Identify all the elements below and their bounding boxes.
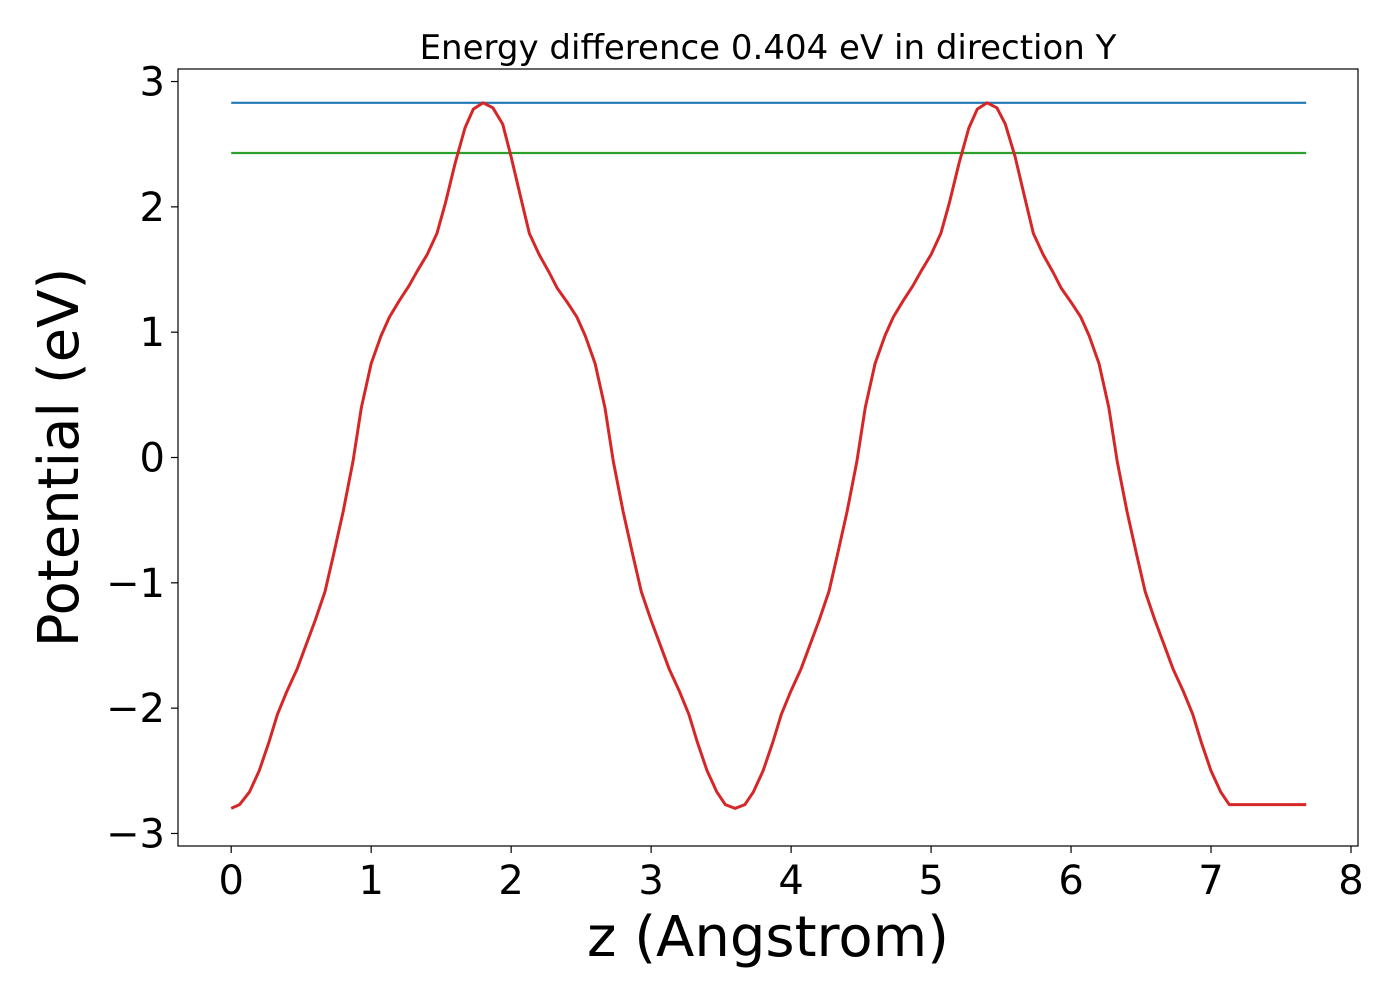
x-tick-label: 1 bbox=[358, 858, 383, 904]
series-layer bbox=[230, 101, 1307, 810]
x-tick-label: 2 bbox=[498, 858, 523, 904]
y-tick-label: 2 bbox=[140, 185, 165, 231]
x-tick-label: 6 bbox=[1058, 858, 1083, 904]
y-tick-label: 3 bbox=[140, 60, 165, 106]
x-axis-ticks: 0 1 2 3 4 5 6 7 8 bbox=[218, 846, 1364, 904]
y-tick-label: 1 bbox=[140, 310, 165, 356]
y-tick-label: −2 bbox=[106, 686, 165, 732]
y-tick-label: −1 bbox=[106, 561, 165, 607]
x-tick-label: 8 bbox=[1338, 858, 1363, 904]
x-axis-label: z (Angstrom) bbox=[587, 905, 949, 970]
series-line-2 bbox=[230, 101, 1307, 810]
y-tick-label: 0 bbox=[140, 436, 165, 482]
x-tick-label: 5 bbox=[918, 858, 943, 904]
y-axis-label: Potential (eV) bbox=[27, 268, 92, 648]
y-tick-label: −3 bbox=[106, 811, 165, 857]
x-tick-label: 0 bbox=[218, 858, 243, 904]
x-tick-label: 3 bbox=[638, 858, 663, 904]
x-tick-label: 4 bbox=[778, 858, 803, 904]
chart-title: Energy difference 0.404 eV in direction … bbox=[420, 28, 1117, 68]
y-axis-ticks: 3 2 1 0 −1 −2 −3 bbox=[106, 60, 178, 857]
x-tick-label: 7 bbox=[1198, 858, 1223, 904]
